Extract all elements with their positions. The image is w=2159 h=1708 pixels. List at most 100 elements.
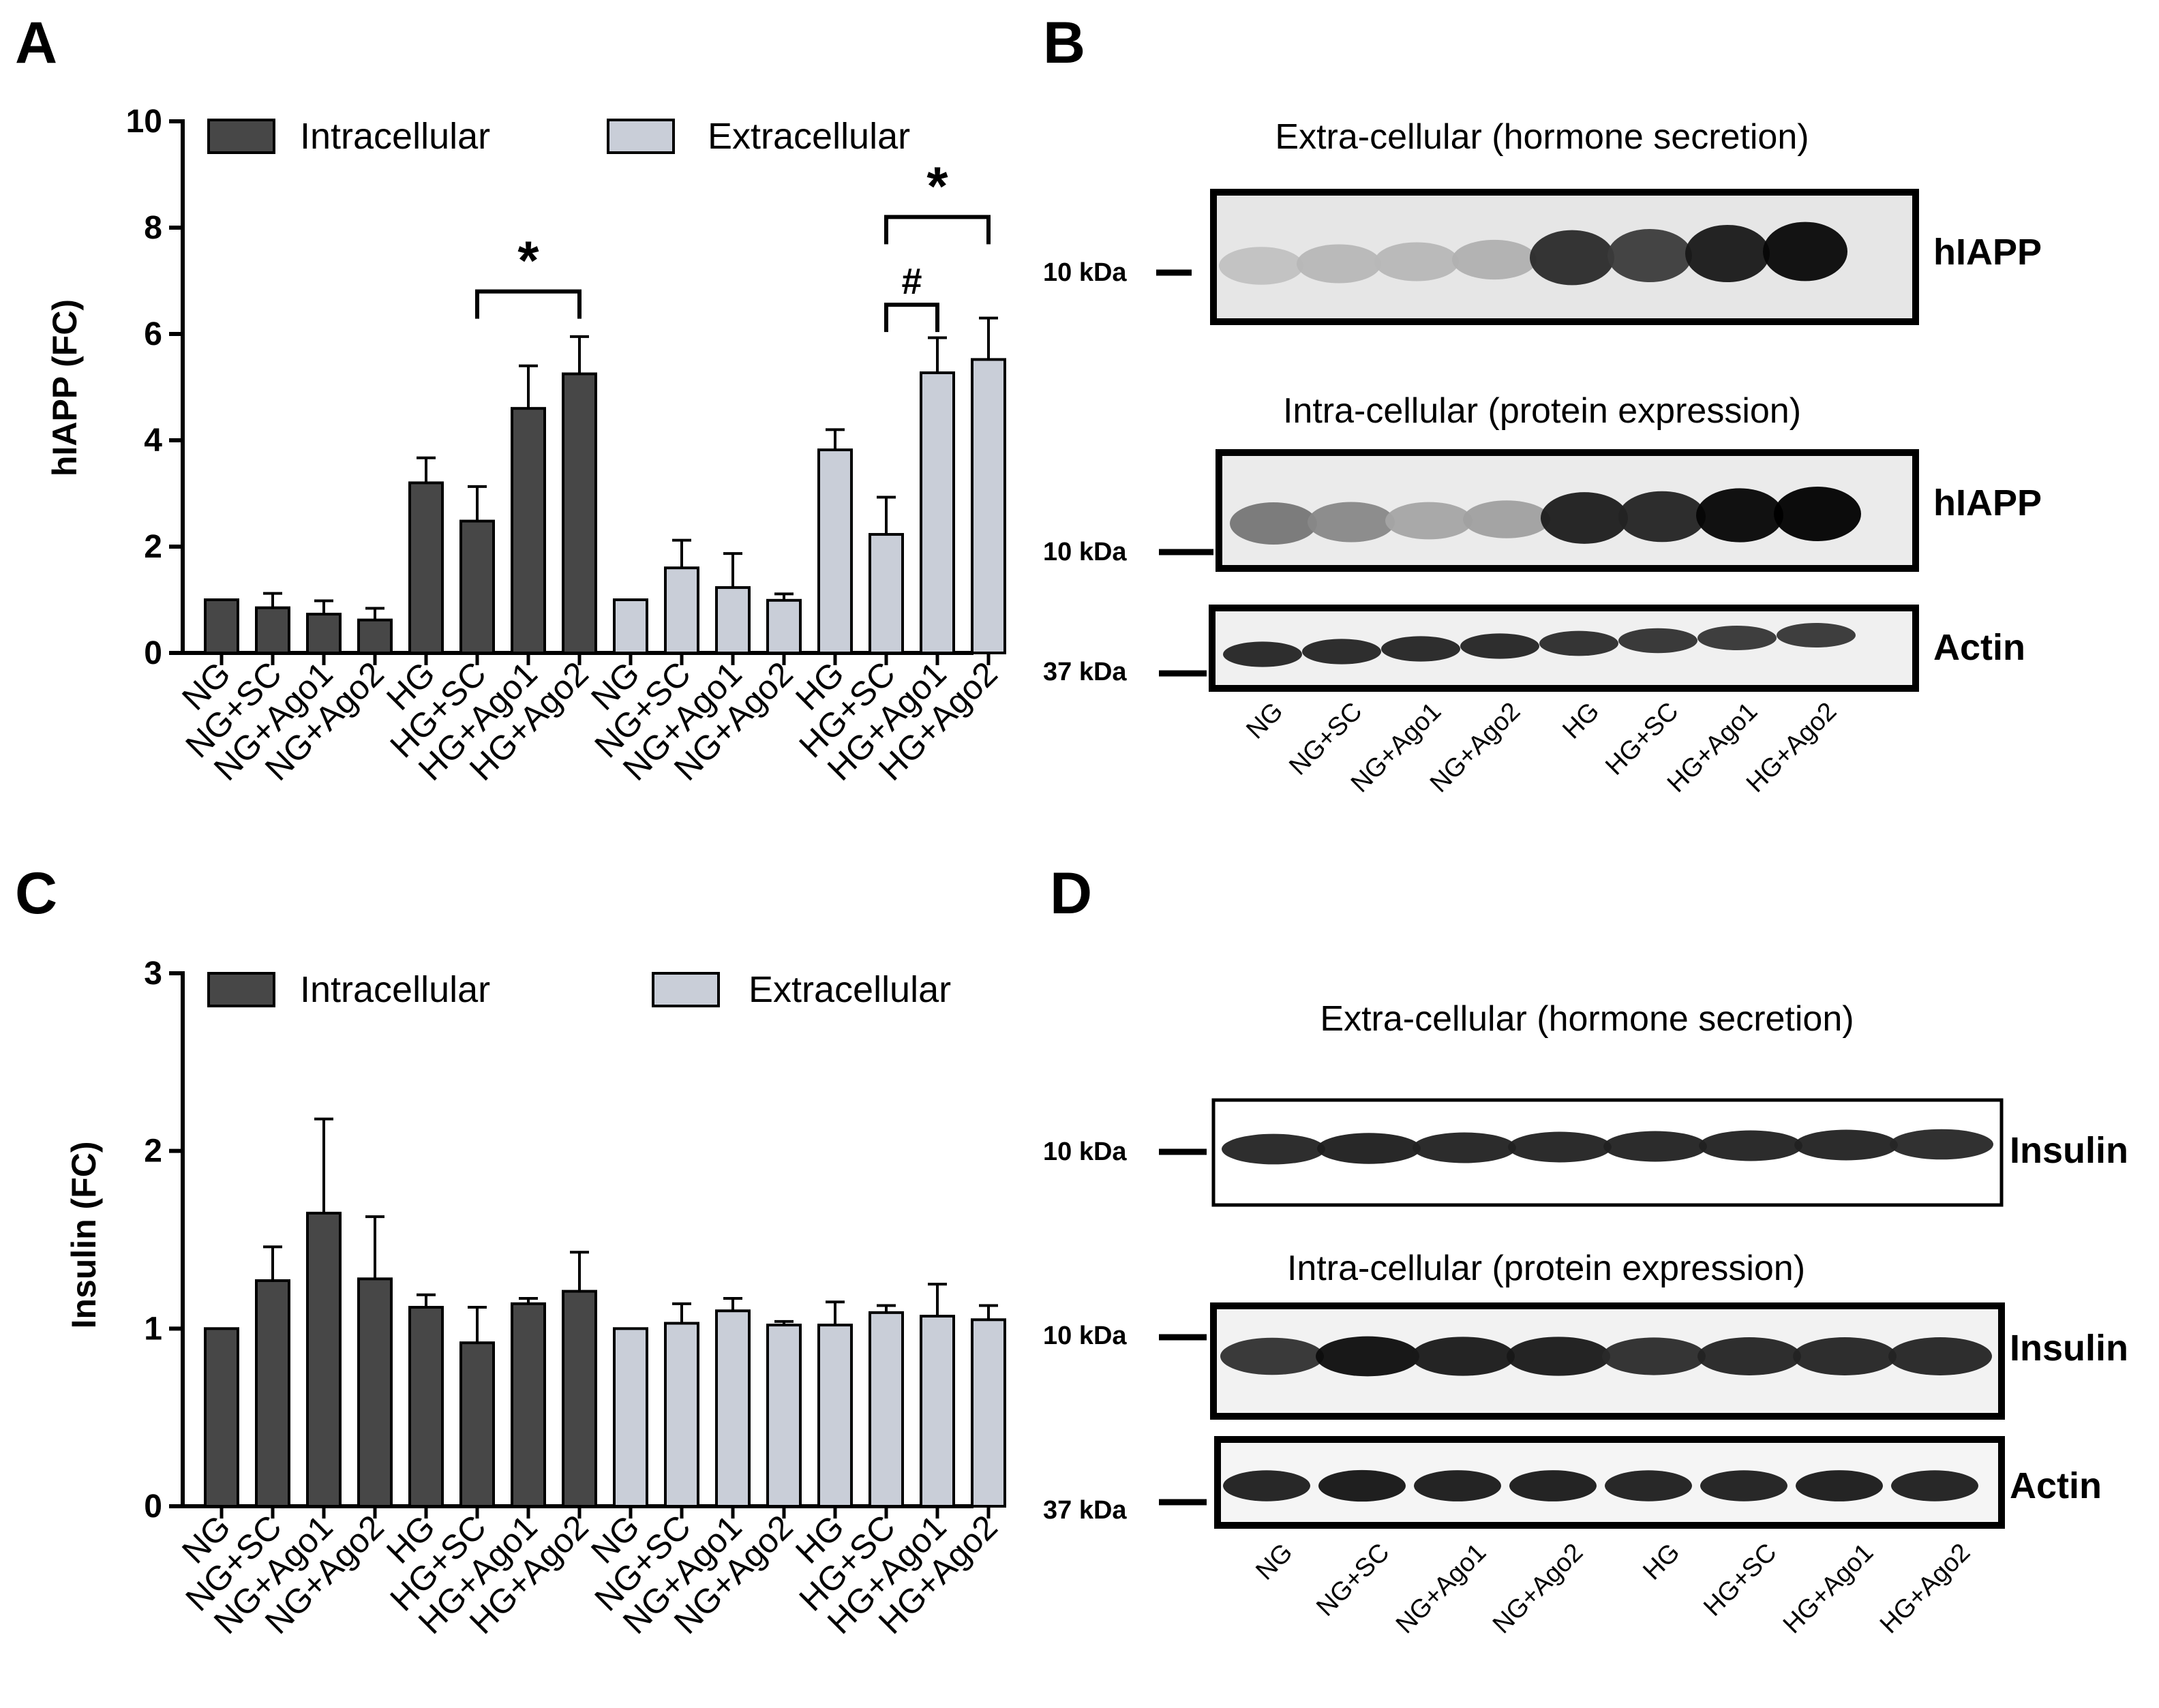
blot-d-extra-frame (1211, 1098, 2004, 1207)
chartA-bar-extracellular (613, 598, 648, 654)
chartC-bar-extracellular (766, 1324, 802, 1508)
chartA-ytick-label: 6 (144, 316, 162, 352)
chartA-ytick-label: 2 (144, 529, 162, 565)
chartC-bar-extracellular (664, 1322, 699, 1508)
legend-label-extracellular-a: Extracellular (708, 116, 910, 157)
chartA-bar-intracellular (459, 519, 495, 654)
blot-b-intra-band (1230, 502, 1317, 545)
blot-d-intra-band (1411, 1337, 1515, 1376)
blot-b-intra-band (1308, 502, 1395, 543)
chart-c: 0123NGNG+SCNG+Ago1NG+Ago2HGHG+SCHG+Ago1H… (65, 956, 1006, 1641)
blot-b-actin-protein: Actin (1933, 627, 2025, 668)
chartA-bar-intracellular (511, 407, 546, 654)
blot-d-actin-band (1700, 1470, 1787, 1501)
chartC-ytick-label: 0 (144, 1489, 162, 1525)
blot-lane-label: NG (1250, 1538, 1298, 1586)
chart-c-ylabel: Insulin (FC) (65, 1142, 103, 1329)
blot-d-intra-band (1220, 1337, 1324, 1375)
chartA-bar-intracellular (204, 598, 239, 654)
blot-d-extra-bands (1222, 1129, 1993, 1165)
chartC-bar-intracellular (459, 1341, 495, 1508)
blot-b-extra-band (1374, 242, 1459, 281)
blot-b-intra-protein: hIAPP (1933, 483, 2042, 523)
blot-lane-label: HG (1637, 1538, 1685, 1586)
chart-a-bars: * # * (204, 155, 1006, 655)
chartA-ytick-label: 8 (144, 210, 162, 246)
blot-b-intra-band (1696, 488, 1783, 543)
blot-b-actin-band (1539, 630, 1618, 656)
legend-label-intracellular-a: Intracellular (300, 116, 490, 157)
blot-b-actin-bands (1223, 622, 1856, 667)
chartA-sig-marker: # (901, 261, 922, 302)
blot-d-extra-band (1699, 1130, 1802, 1161)
blot-b-actin-band (1223, 641, 1302, 667)
blot-d-actin-band (1509, 1470, 1597, 1501)
chartC-bar-extracellular (920, 1315, 955, 1508)
blot-d-extra-band (1222, 1133, 1325, 1165)
blot-b-actin-band (1381, 636, 1460, 662)
chartA-bar-extracellular (920, 371, 955, 654)
blot-b-extra-marker: 10 kDa (1043, 258, 1127, 287)
chartC-bar-extracellular (869, 1311, 904, 1508)
blot-d-intra-band (1507, 1337, 1610, 1376)
blot-d-extra-protein: Insulin (2010, 1130, 2128, 1171)
blot-d-actin-marker: 37 kDa (1043, 1496, 1127, 1525)
legend-label-intracellular-c: Intracellular (300, 969, 490, 1010)
blot-lane-label: HG (1557, 697, 1605, 745)
blot-d-actin-band (1223, 1470, 1310, 1501)
chartC-bar-extracellular (613, 1327, 648, 1508)
western-blot-d: Extra-cellular (hormone secretion) Intra… (1043, 999, 2128, 1639)
blot-d-extra-marker: 10 kDa (1043, 1138, 1127, 1166)
panel-letter-b: B (1043, 10, 1085, 76)
blot-d-actin-band (1318, 1469, 1406, 1502)
blot-b-intra-band (1385, 502, 1473, 540)
blot-b-extra-band (1530, 230, 1614, 286)
blot-d-intra-band (1316, 1336, 1419, 1377)
chartC-ytick-label: 1 (144, 1311, 162, 1347)
blot-lane-label: NG+Ago2 (1488, 1538, 1588, 1639)
chartC-bar-intracellular (357, 1277, 393, 1508)
chartA-ytick-label: 4 (144, 423, 162, 459)
chartA-ytick-label: 0 (144, 635, 162, 671)
blot-b-extra-band (1763, 222, 1847, 281)
blot-b-intra-band (1541, 492, 1628, 544)
blot-lane-label: NG (1241, 697, 1288, 745)
blot-b-extra-title: Extra-cellular (hormone secretion) (1275, 117, 1809, 157)
blot-d-intra-band (1793, 1337, 1897, 1375)
chartA-bar-intracellular (306, 613, 342, 654)
blot-b-actin-band (1460, 633, 1539, 659)
blot-d-intra-frame (1210, 1302, 2005, 1420)
chartA-sig-marker: * (926, 155, 948, 216)
legend-label-extracellular-c: Extracellular (749, 969, 951, 1010)
blot-b-actin-band (1697, 625, 1777, 651)
chartC-bar-intracellular (408, 1306, 444, 1508)
blot-d-intra-band (1888, 1337, 1992, 1375)
blot-b-extra-band (1452, 239, 1537, 280)
legend-swatch-intracellular-c (207, 972, 275, 1007)
chartA-bar-extracellular (971, 358, 1006, 654)
chartC-bar-intracellular (255, 1279, 290, 1508)
chartA-sig-marker: * (517, 230, 539, 291)
blot-d-extra-band (1508, 1131, 1612, 1163)
blot-lane-label: NG+Ago1 (1391, 1538, 1492, 1639)
blot-b-extra-band (1219, 247, 1303, 285)
blot-lane-label: HG+Ago1 (1778, 1538, 1879, 1639)
chartC-bar-intracellular (204, 1327, 239, 1508)
blot-d-intra-marker: 10 kDa (1043, 1322, 1127, 1350)
blot-d-actin-band (1796, 1470, 1883, 1501)
chartC-ytick-label: 3 (144, 956, 162, 992)
blot-lane-label: NG+SC (1311, 1538, 1395, 1622)
blot-d-actin-band (1891, 1470, 1978, 1501)
blot-d-intra-band (1602, 1337, 1706, 1375)
blot-b-actin-band (1777, 622, 1856, 648)
blot-d-extra-title: Extra-cellular (hormone secretion) (1320, 999, 1854, 1039)
legend-swatch-extracellular-c (652, 972, 720, 1007)
blot-d-extra-band (1603, 1131, 1707, 1162)
blot-d-intra-title: Intra-cellular (protein expression) (1287, 1249, 1805, 1288)
blot-b-actin-frame (1209, 605, 1919, 692)
blot-d-extra-band (1413, 1132, 1516, 1163)
blot-b-intra-bands (1230, 487, 1861, 545)
blot-b-actin-band (1302, 639, 1381, 665)
